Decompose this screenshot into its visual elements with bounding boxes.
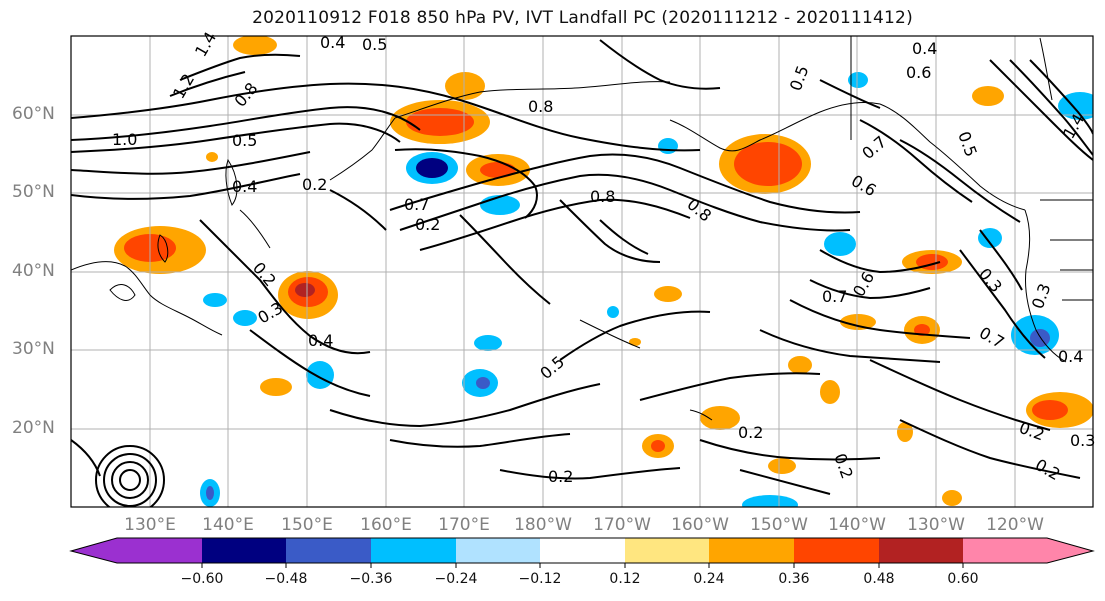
contour-label: 0.2 [1032,455,1064,484]
contour-label: 0.8 [590,187,615,206]
contour-label: 0.2 [830,451,857,481]
lon-label: 180°W [514,515,572,535]
colorbar-tick-label: 0.48 [863,571,895,587]
contour-label: 0.6 [848,171,880,200]
contour-label: 0.6 [906,63,931,82]
contour-label: 0.4 [308,331,333,350]
colorbar-tick-label: −0.12 [518,571,562,587]
lon-label: 170°W [593,515,651,535]
map-title: 2020110912 F018 850 hPa PV, IVT Landfall… [252,8,913,28]
contour-label: 0.5 [954,129,981,159]
pv-contours [71,39,1093,507]
colorbar-tick-label: 0.36 [778,571,810,587]
colorbar-tick-label: −0.60 [180,571,224,587]
graticule [71,36,1093,507]
contour-label: 0.4 [912,39,937,58]
lon-label: 130°E [124,515,176,535]
lon-label: 120°W [986,515,1044,535]
colorbar-segment [202,538,286,563]
contour-label: 1.4 [191,28,220,60]
contour-label: 0.8 [528,97,553,116]
contour-label: 0.8 [683,195,715,226]
colorbar-extend-low [71,538,117,563]
lat-label: 20°N [12,418,55,438]
colorbar-segment [371,538,456,563]
lon-label: 130°W [907,515,965,535]
colorbar-segment [879,538,963,563]
colorbar-tick-label: −0.24 [434,571,478,587]
colorbar-segment [625,538,709,563]
contour-label: 0.7 [976,323,1008,352]
contour-label: 0.2 [302,175,327,194]
colorbar-segment [709,538,794,563]
colorbar-segment [794,538,879,563]
colorbar-segment [456,538,540,563]
contour-label: 0.5 [232,131,257,150]
map-panel [71,36,1093,507]
lon-label: 160°W [671,515,729,535]
contour-label: 0.7 [404,195,429,214]
lon-label: 150°E [281,515,333,535]
contour-label: 1.0 [112,130,137,149]
lat-label: 30°N [12,339,55,359]
contour-label: 0.8 [231,79,262,111]
coastlines [71,36,1093,421]
contour-label: 0.2 [548,467,573,486]
colorbar-tick-label: 0.60 [947,571,979,587]
contour-label: 0.2 [415,215,440,234]
lat-label: 60°N [12,104,55,124]
colorbar-tick-label: −0.36 [349,571,393,587]
contour-label: 0.5 [362,35,387,54]
contour-label: 0.2 [738,423,763,442]
contour-label: 0.3 [975,264,1006,296]
lon-label: 140°W [828,515,886,535]
lon-label: 160°E [360,515,412,535]
contour-label: 0.5 [786,63,813,93]
contour-label: 0.7 [858,132,890,163]
contour-label: 0.2 [249,258,280,290]
contour-label: 0.3 [1070,431,1095,450]
contour-label: 0.3 [1028,281,1055,311]
colorbar-tick-label: 0.12 [609,571,641,587]
contour-label: 0.7 [822,287,847,306]
colorbar-extend-high [963,538,1093,563]
contour-label: 0.4 [1058,347,1083,366]
lat-label: 50°N [12,182,55,202]
contour-label: 0.4 [232,177,257,196]
colorbar-segment [117,538,202,563]
colorbar [69,537,1095,568]
colorbar-tick-label: 0.24 [693,571,725,587]
contour-label: 0.4 [320,33,345,52]
colorbar-segment [540,538,625,563]
lon-label: 170°E [438,515,490,535]
lon-label: 140°E [202,515,254,535]
lat-label: 40°N [12,261,55,281]
lon-label: 150°W [750,515,808,535]
colorbar-tick-label: −0.48 [264,571,308,587]
map-frame [70,35,1094,508]
colorbar-segment [286,538,371,563]
